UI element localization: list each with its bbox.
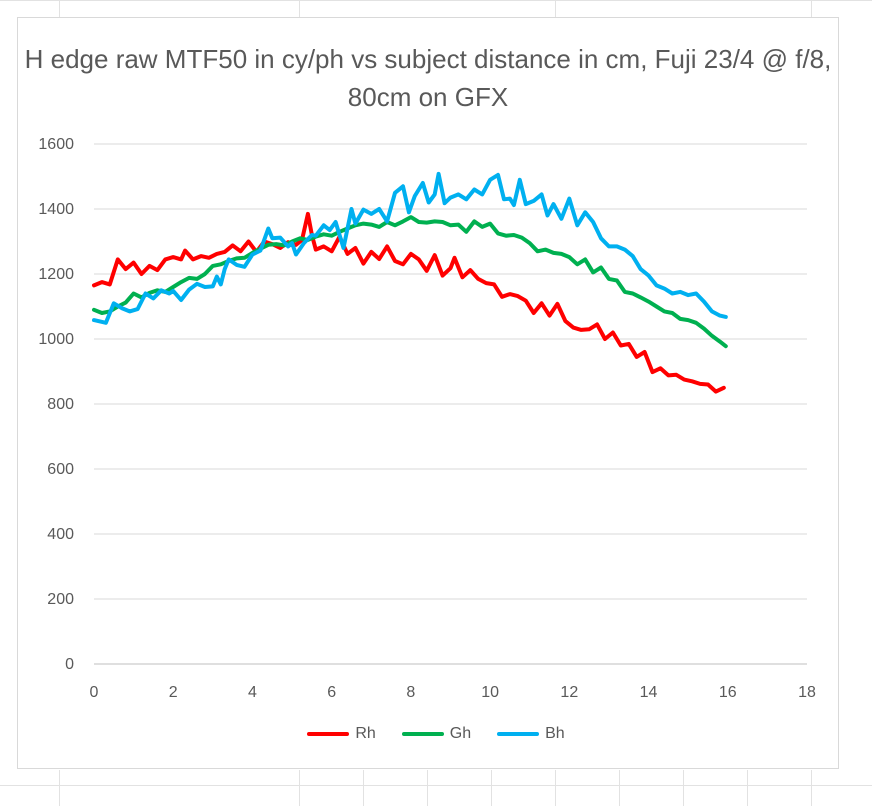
series-line-rh (92, 211, 726, 394)
legend-item-rh[interactable]: Rh (307, 725, 376, 743)
x-tick-label: 18 (798, 684, 816, 701)
x-tick-label: 4 (248, 684, 257, 701)
series-line-gh (92, 215, 728, 349)
x-tick-label: 2 (169, 684, 178, 701)
chart-area[interactable] (17, 17, 839, 769)
legend-item-gh[interactable]: Gh (401, 725, 472, 743)
legend-swatch (401, 732, 444, 736)
legend-label: Gh (449, 725, 472, 742)
legend-swatch (497, 732, 540, 736)
y-tick-label: 1600 (38, 136, 74, 153)
x-tick-label: 6 (327, 684, 336, 701)
y-tick-label: 1200 (38, 266, 74, 283)
y-tick-label: 200 (47, 591, 74, 608)
x-tick-label: 14 (640, 684, 658, 701)
x-tick-label: 8 (406, 684, 415, 701)
x-tick-label: 12 (560, 684, 578, 701)
y-tick-label: 400 (47, 526, 74, 543)
legend-swatch (307, 732, 350, 736)
legend-label: Bh (545, 725, 565, 742)
y-tick-label: 1000 (38, 331, 74, 348)
x-tick-label: 16 (719, 684, 737, 701)
chart-title: H edge raw MTF50 in cy/ph vs subject dis… (24, 44, 832, 112)
y-tick-label: 0 (65, 656, 74, 673)
legend-item-bh[interactable]: Bh (497, 725, 565, 743)
x-tick-label: 10 (481, 684, 499, 701)
chart-legend[interactable]: Rh Gh Bh (0, 725, 872, 743)
x-tick-label: 0 (90, 684, 99, 701)
series-line-bh (92, 171, 728, 325)
legend-label: Rh (355, 725, 376, 742)
y-tick-label: 1400 (38, 201, 74, 218)
y-tick-label: 800 (47, 396, 74, 413)
y-tick-label: 600 (47, 461, 74, 478)
